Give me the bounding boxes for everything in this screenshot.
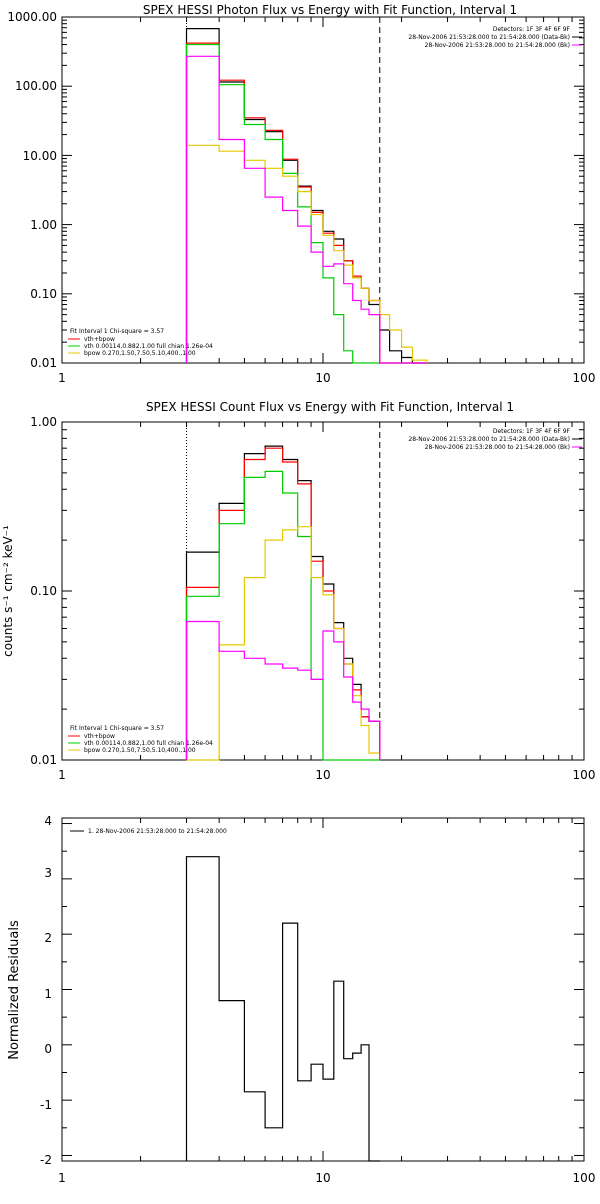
photon-ytick-label: 1.00: [30, 218, 57, 232]
count-legend-bpow: bpow 0.270,1.50,7.50,5.10,400.,1.00: [84, 747, 196, 754]
residuals-legend: 1. 28-Nov-2006 21:53:28.000 to 21:54:28.…: [70, 828, 227, 835]
photon-ytick-label: 10.00: [23, 149, 57, 163]
photon-legend-left: Fit Interval 1 Chi-square = 3.57 vth+bpo…: [68, 328, 213, 357]
count-xtick-label: 100: [573, 768, 596, 782]
photon-xtick-label: 10: [315, 371, 330, 385]
photon-x-tick-labels: 1 10 100: [58, 371, 595, 385]
photon-legend-right: Detectors: 1F 3F 4F 6F 9F 28-Nov-2006 21…: [408, 26, 582, 49]
count-legend-fit: vth+bpow: [84, 733, 115, 740]
count-legend-vth: vth 0.00114,0.882,1.00 full chian 1.26e-…: [84, 740, 213, 747]
residuals-ytick-label: 3: [44, 866, 52, 880]
residuals-plot-frame: [61, 817, 585, 1162]
count-y-axis-label: counts s⁻¹ cm⁻² keV⁻¹: [1, 525, 15, 657]
count-legend-data-bk: 28-Nov-2006 21:53:28.000 to 21:54:28.000…: [408, 436, 570, 443]
residuals-ytick-label: -1: [40, 1098, 52, 1112]
photon-fit-interval-label: Fit Interval 1 Chi-square = 3.57: [70, 328, 164, 335]
photon-legend-bk: 28-Nov-2006 21:53:28.000 to 21:54:28.000…: [425, 42, 570, 49]
series-vth-bpow-line: [185, 42, 427, 364]
residuals-x-tick-labels: 1 10 100: [58, 1171, 595, 1185]
photon-ytick-label: 100.00: [15, 79, 57, 93]
count-legend-right: Detectors: 1F 3F 4F 6F 9F 28-Nov-2006 21…: [408, 428, 582, 451]
series-1-28-nov-2006-21-53-28-000-to-21-54-28-000-line: [185, 856, 380, 1162]
residuals-panel: Normalized Residuals -2 -1 0 1 2 3 4 1 1…: [7, 814, 595, 1185]
photon-legend-vth: vth 0.00114,0.882,1.00 full chian 1.26e-…: [84, 343, 213, 350]
residuals-series: [185, 856, 380, 1162]
residuals-y-axis-label: Normalized Residuals: [7, 920, 22, 1060]
photon-legend-bpow: bpow 0.270,1.50,7.50,5.10,400.,1.00: [84, 350, 196, 357]
photon-panel-title: SPEX HESSI Photon Flux vs Energy with Fi…: [143, 3, 517, 17]
residuals-legend-label: 1. 28-Nov-2006 21:53:28.000 to 21:54:28.…: [88, 828, 227, 835]
photon-y-tick-labels: 0.01 0.10 1.00 10.00 100.00 1000.00: [7, 10, 57, 370]
residuals-y-tick-labels: -2 -1 0 1 2 3 4: [40, 814, 52, 1167]
photon-ytick-label: 0.10: [30, 287, 57, 301]
residuals-ytick-label: 4: [44, 814, 52, 828]
series-bk-line: [185, 620, 381, 760]
residuals-ytick-label: 1: [44, 987, 52, 1001]
photon-energy-range-lines: [186, 17, 381, 363]
series-vth-line: [185, 470, 380, 761]
count-detectors-label: Detectors: 1F 3F 4F 6F 9F: [493, 428, 571, 435]
series-data-bk-line: [185, 28, 427, 364]
count-legend-bk: 28-Nov-2006 21:53:28.000 to 21:54:28.000…: [425, 444, 570, 451]
count-flux-panel: SPEX HESSI Count Flux vs Energy with Fit…: [1, 400, 595, 782]
photon-ytick-label: 1000.00: [7, 10, 57, 24]
photon-xtick-label: 100: [573, 371, 596, 385]
series-vth-bpow-line: [185, 447, 381, 760]
count-xtick-label: 10: [315, 768, 330, 782]
residuals-xtick-label: 10: [315, 1171, 330, 1185]
photon-ytick-label: 0.01: [30, 356, 57, 370]
series-vth-line: [185, 43, 427, 364]
residuals-axis-ticks: [61, 818, 584, 1161]
series-bpow-line: [186, 526, 381, 761]
count-legend-left: Fit Interval 1 Chi-square = 3.57 vth+bpo…: [68, 725, 213, 754]
residuals-xtick-label: 1: [58, 1171, 66, 1185]
count-xtick-label: 1: [58, 768, 66, 782]
count-panel-title: SPEX HESSI Count Flux vs Energy with Fit…: [146, 400, 514, 414]
residuals-xtick-label: 100: [573, 1171, 596, 1185]
series-bpow-line: [185, 144, 428, 363]
photon-legend-fit: vth+bpow: [84, 336, 115, 343]
photon-series: [185, 28, 428, 364]
residuals-ytick-label: 2: [44, 931, 52, 945]
count-ytick-label: 1.00: [30, 415, 57, 429]
residuals-ytick-label: -2: [40, 1153, 52, 1167]
count-x-tick-labels: 1 10 100: [58, 768, 595, 782]
count-ytick-label: 0.10: [30, 584, 57, 598]
series-bk-line: [185, 55, 427, 364]
photon-xtick-label: 1: [58, 371, 66, 385]
count-y-tick-labels: 0.01 0.10 1.00: [30, 415, 57, 767]
photon-legend-data-bk: 28-Nov-2006 21:53:28.000 to 21:54:28.000…: [408, 34, 570, 41]
photon-axis-ticks: [61, 16, 584, 364]
count-ytick-label: 0.01: [30, 753, 57, 767]
photon-flux-panel: SPEX HESSI Photon Flux vs Energy with Fi…: [7, 3, 595, 385]
photon-plot-frame: [61, 16, 585, 364]
count-series: [185, 445, 381, 761]
residuals-ytick-label: 0: [44, 1042, 52, 1056]
count-fit-interval-label: Fit Interval 1 Chi-square = 3.57: [70, 725, 164, 732]
photon-detectors-label: Detectors: 1F 3F 4F 6F 9F: [493, 26, 571, 33]
